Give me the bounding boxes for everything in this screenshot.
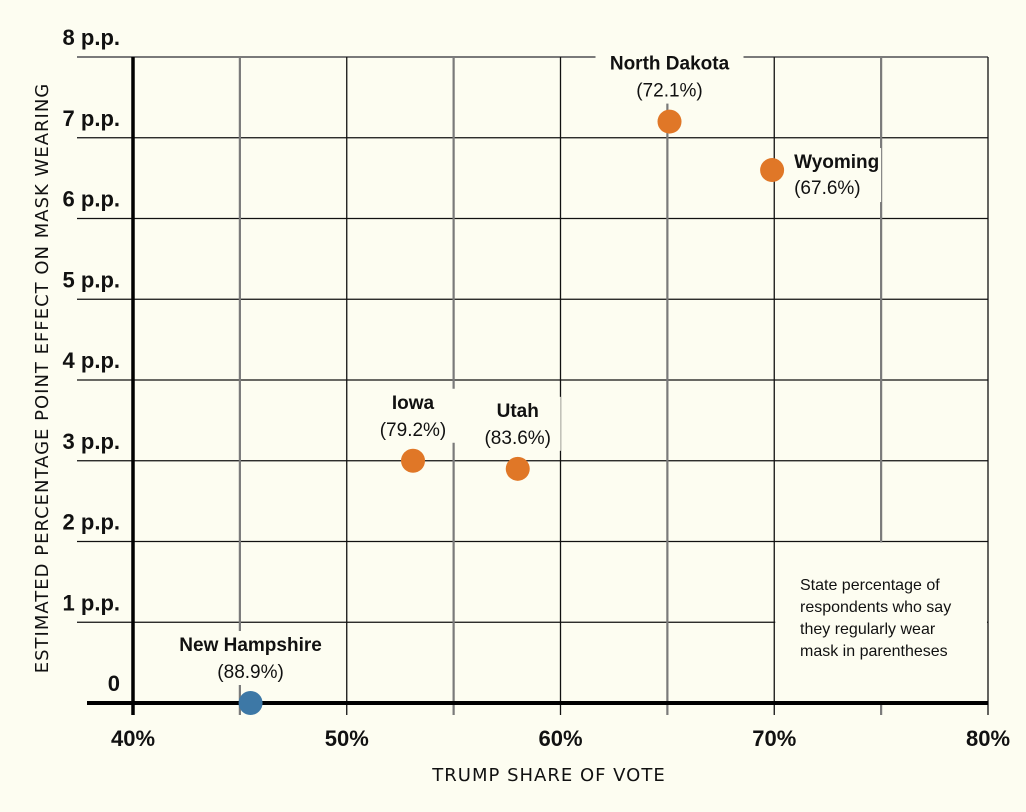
point-label-value: (83.6%) (484, 428, 551, 449)
point-label-name: North Dakota (610, 54, 730, 75)
label-knockout (370, 388, 457, 443)
note-line: respondents who say (800, 599, 951, 616)
note-line: they regularly wear (800, 621, 936, 638)
y-tick-label: 5 p.p. (63, 267, 120, 292)
y-tick-label: 6 p.p. (63, 187, 120, 212)
data-point-group: New Hampshire (88.9%) (171, 631, 331, 715)
y-tick-label: 0 (108, 671, 120, 696)
data-point (657, 109, 682, 134)
point-label-value: (72.1%) (636, 81, 703, 102)
data-point (505, 456, 530, 481)
y-tick-label: 8 p.p. (63, 25, 120, 50)
note-line: State percentage of (800, 577, 940, 594)
data-point-group: Wyoming (67.6%) (760, 148, 882, 203)
y-tick-label: 2 p.p. (63, 510, 120, 535)
y-axis-title: ESTIMATED PERCENTAGE POINT EFFECT ON MAS… (32, 83, 53, 674)
y-tick-label: 7 p.p. (63, 106, 120, 131)
axes (87, 57, 988, 715)
y-tick-label: 1 p.p. (63, 590, 120, 615)
annotation-note: State percentage of respondents who say th… (775, 542, 987, 702)
y-tick-label: 3 p.p. (63, 429, 120, 454)
x-tick-label: 40% (111, 726, 155, 751)
x-tick-label: 60% (538, 726, 582, 751)
data-point (401, 448, 426, 473)
label-knockout (171, 631, 331, 685)
x-tick-label: 50% (325, 726, 369, 751)
point-label-name: Iowa (392, 393, 435, 414)
point-label-value: (88.9%) (217, 662, 284, 683)
label-knockout (788, 148, 882, 203)
y-tick-label: 4 p.p. (63, 348, 120, 373)
data-point-group: Iowa (79.2%) (370, 388, 457, 473)
point-label-name: Wyoming (794, 152, 879, 173)
data-point (760, 158, 785, 183)
tick-labels: 0 1 p.p. 2 p.p. 3 p.p. 4 p.p. 5 p.p. 6 p.p. 7 p… (63, 25, 1010, 751)
label-knockout (595, 49, 744, 104)
point-label-name: Utah (497, 401, 539, 422)
note-box (775, 542, 987, 702)
x-axis-title: TRUMP SHARE OF VOTE (431, 765, 665, 786)
data-points: New Hampshire (88.9%) Iowa (79.2%) Utah (83.6… (171, 49, 882, 715)
label-knockout (474, 396, 561, 451)
point-label-value: (79.2%) (380, 420, 447, 441)
note-line: mask in parentheses (800, 643, 948, 660)
point-label-value: (67.6%) (794, 178, 861, 199)
point-label-name: New Hampshire (179, 635, 322, 656)
data-point (238, 691, 263, 715)
data-point-group: Utah (83.6%) (474, 396, 561, 481)
x-tick-label: 70% (752, 726, 796, 751)
data-point-group: North Dakota (72.1%) (595, 49, 744, 134)
x-tick-label: 80% (966, 726, 1010, 751)
